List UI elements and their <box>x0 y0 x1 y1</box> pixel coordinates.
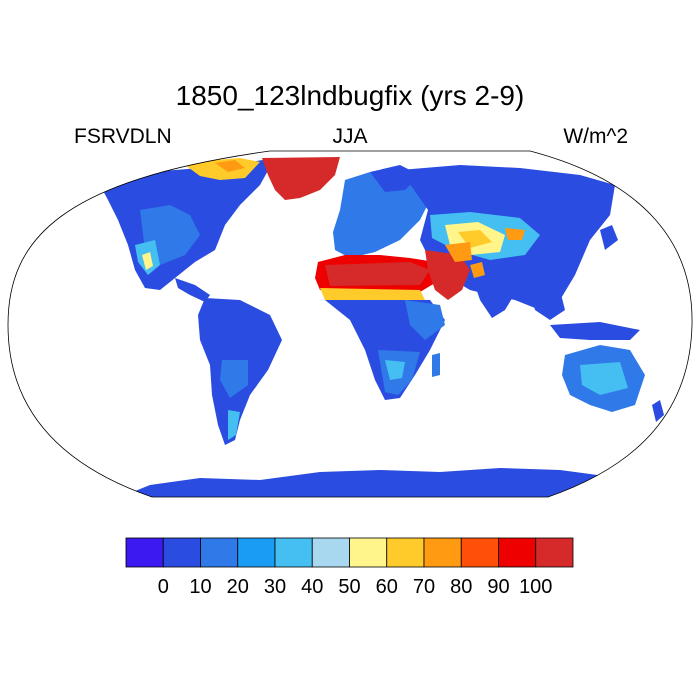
colorbar-tick-label: 80 <box>450 576 473 598</box>
mexico-highlands <box>142 252 153 270</box>
colorbar-tick-label: 40 <box>301 576 324 598</box>
india <box>470 268 520 318</box>
colorbar-swatch <box>311 537 350 568</box>
colorbar-tick-label: 60 <box>375 576 398 598</box>
colorbar-swatch <box>200 537 239 568</box>
arabia <box>425 250 470 300</box>
colorbar-tick-label: 20 <box>226 576 249 598</box>
patagonia <box>228 410 240 440</box>
colorbar-tick-label: 10 <box>189 576 212 598</box>
iran <box>445 242 472 262</box>
colorbar-swatch <box>498 537 537 568</box>
arctic-islands <box>185 158 260 180</box>
madagascar <box>432 353 440 377</box>
new-zealand <box>652 400 664 422</box>
colorbar-swatch <box>237 537 276 568</box>
colorbar-tick-label: 100 <box>519 576 553 598</box>
greenland <box>262 157 340 200</box>
land-fields <box>100 157 680 497</box>
colorbar-swatch <box>460 537 499 568</box>
colorbar-tick-label: 70 <box>412 576 436 598</box>
kalahari <box>385 360 405 380</box>
globe-outline <box>7 150 693 498</box>
colorbar-swatch <box>349 537 388 568</box>
variable-name: FSRVDLN <box>74 125 172 148</box>
japan <box>600 225 618 250</box>
australia-interior <box>580 362 628 395</box>
colorbar-swatch <box>423 537 462 568</box>
antarctica <box>120 468 680 497</box>
sahel <box>320 288 425 300</box>
taklamakan <box>458 230 492 248</box>
arctic-islands-hot <box>215 160 245 172</box>
sahara-core <box>325 262 430 286</box>
colorbar-swatch <box>535 537 574 568</box>
colorbar-swatch <box>274 537 313 568</box>
colorbar-tick-label: 30 <box>263 576 287 598</box>
colorbar-tick-label: 90 <box>487 576 510 598</box>
colorbar-tick-label: 0 <box>157 576 169 598</box>
colorbar-swatch <box>125 537 164 568</box>
colorbar-swatch <box>386 537 425 568</box>
gobi-hot <box>505 228 525 240</box>
southeast-asia <box>530 290 565 320</box>
units-label: W/m^2 <box>563 125 628 148</box>
colorbar-swatch <box>162 537 201 568</box>
colorbar <box>125 537 574 568</box>
thar-desert <box>470 262 485 278</box>
colorbar-tick-label: 50 <box>338 576 361 598</box>
season-label: JJA <box>332 125 368 148</box>
central-america <box>175 278 210 302</box>
south-america-mid <box>220 360 248 398</box>
map-title: 1850_123lndbugfix (yrs 2-9) <box>175 80 525 111</box>
east-africa <box>405 300 445 340</box>
indonesia <box>550 322 640 340</box>
europe <box>333 170 430 258</box>
